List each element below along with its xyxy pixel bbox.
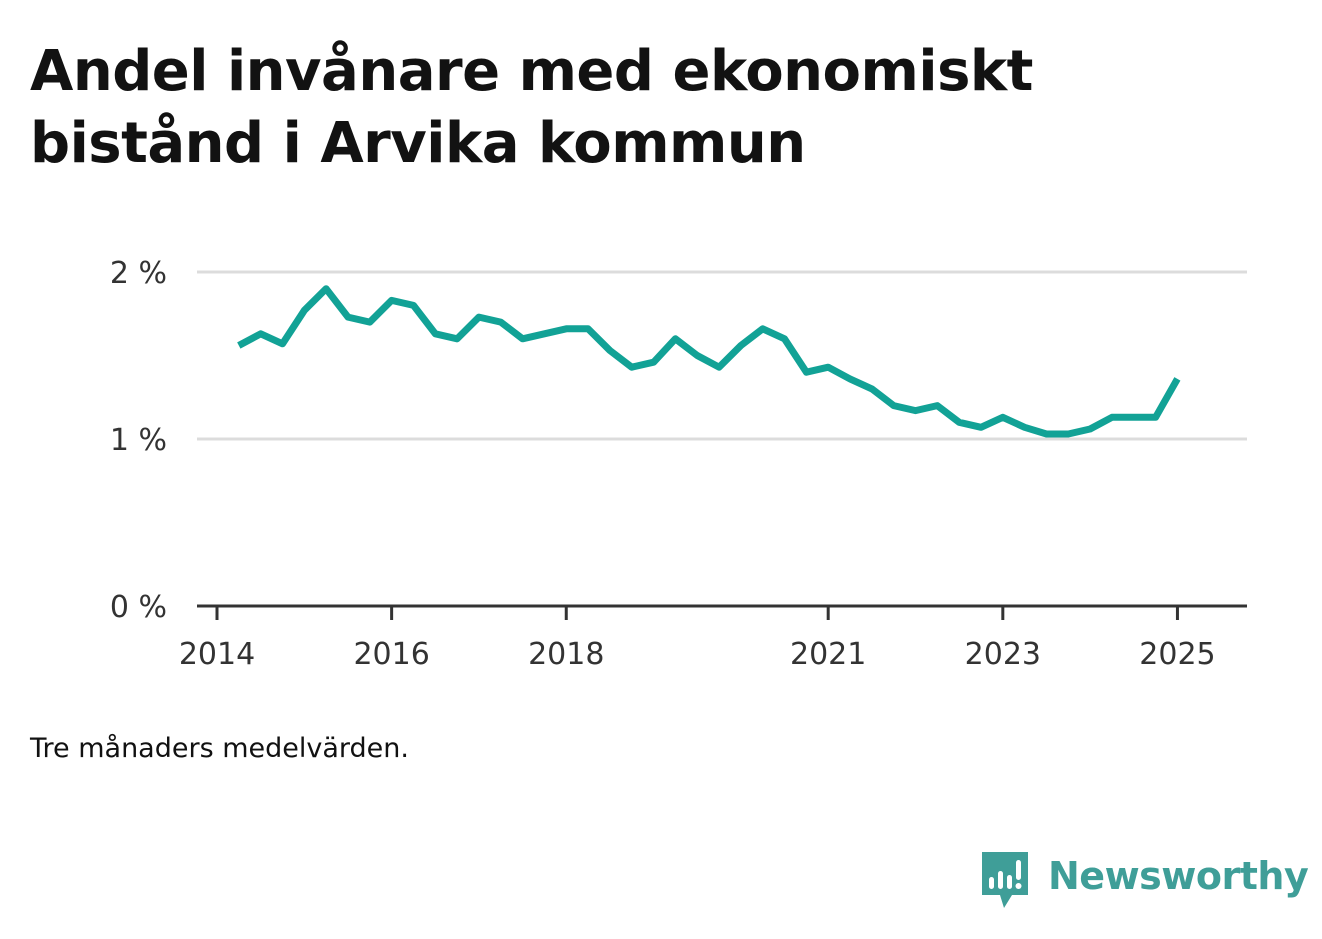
x-tick-label: 2021: [790, 637, 866, 672]
chart-title: Andel invånare med ekonomiskt bistånd i …: [30, 39, 1033, 176]
bar-chart-speech-bubble-icon: [982, 852, 1028, 908]
x-tick-label: 2016: [353, 637, 429, 672]
y-tick-label: 1 %: [110, 423, 167, 458]
series-line: [237, 285, 1181, 438]
y-axis-tick-labels: 0 % 1 % 2 %: [110, 256, 167, 625]
x-tick-label: 2014: [179, 637, 255, 672]
x-axis-ticks: 2014 2016 2018 2021 2023 2025: [179, 606, 1216, 672]
y-tick-label: 2 %: [110, 256, 167, 291]
x-tick-label: 2023: [965, 637, 1041, 672]
newsworthy-logo: Newsworthy: [980, 850, 1309, 910]
y-tick-label: 0 %: [110, 590, 167, 625]
brand-name: Newsworthy: [1048, 854, 1309, 898]
chart-note: Tre månaders medelvärden.: [30, 733, 409, 764]
line-chart: 0 % 1 % 2 % 2014 2016 2018 2021 2023 2025: [110, 256, 1247, 672]
x-tick-label: 2025: [1139, 637, 1215, 672]
gridlines: [197, 270, 1247, 441]
x-tick-label: 2018: [528, 637, 604, 672]
